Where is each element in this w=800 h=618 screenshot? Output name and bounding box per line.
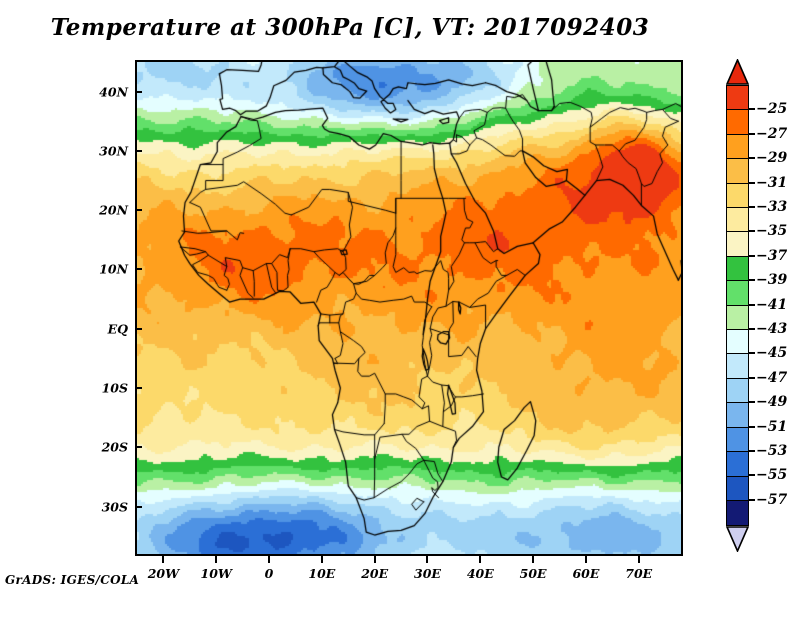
footer-credit: GrADS: IGES/COLA	[5, 573, 140, 587]
colorbar-tick-label: −37	[756, 247, 788, 264]
colorbar-tick-label: −45	[756, 345, 788, 362]
colorbar-tick-label: −55	[756, 467, 788, 484]
x-axis-tick-label: 10W	[200, 566, 232, 581]
x-axis-tick-label: 60E	[572, 566, 600, 581]
y-axis-tick-label: 20S	[101, 439, 128, 455]
colorbar-tick-mark	[749, 425, 755, 428]
colorbar-tick-mark	[749, 181, 755, 184]
x-axis-tick-mark	[426, 556, 429, 563]
x-axis-tick-label: 50E	[519, 566, 547, 581]
colorbar-cap-top	[725, 58, 750, 85]
colorbar-swatch	[726, 133, 749, 160]
colorbar-tick-mark	[749, 328, 755, 330]
colorbar-swatch	[726, 304, 749, 331]
y-axis-tick-mark	[135, 387, 142, 390]
colorbar-tick-mark	[749, 206, 755, 208]
colorbar-swatch	[726, 499, 749, 526]
colorbar-tick-mark	[749, 279, 755, 282]
y-axis-tick-mark	[135, 505, 142, 508]
colorbar-tick-label: −43	[756, 321, 788, 337]
x-axis-tick-mark	[320, 556, 323, 563]
y-axis-tick-mark	[135, 268, 142, 271]
colorbar-tick-label: −39	[756, 272, 788, 289]
colorbar-tick-label: −47	[756, 369, 788, 386]
colorbar-swatch	[726, 85, 749, 111]
x-axis-tick-label: 70E	[625, 566, 653, 581]
colorbar-tick-label: −41	[756, 296, 788, 313]
colorbar-tick-mark	[749, 303, 755, 306]
colorbar-tick-mark	[749, 254, 755, 257]
x-axis-tick-mark	[479, 556, 482, 563]
colorbar-tick-mark	[749, 450, 755, 452]
x-axis-tick-mark	[215, 556, 218, 563]
page-title: Temperature at 300hPa [C], VT: 201709240…	[50, 14, 650, 41]
x-axis-tick-label: 40E	[466, 566, 494, 581]
y-axis-tick-mark	[135, 90, 142, 93]
colorbar-swatch	[726, 207, 749, 234]
y-axis-tick-mark	[135, 149, 142, 152]
x-axis-tick-label: 30E	[414, 566, 441, 581]
colorbar-tick-mark	[749, 108, 755, 111]
y-axis-tick-label: 10S	[101, 380, 128, 396]
x-axis-tick-mark	[637, 556, 640, 563]
colorbar-tick-label: −35	[756, 223, 788, 240]
colorbar-swatch	[726, 353, 749, 380]
temperature-field-canvas	[137, 62, 681, 554]
colorbar-swatch	[726, 182, 749, 209]
colorbar-swatch	[726, 402, 749, 429]
x-axis-tick-label: 20W	[147, 566, 180, 581]
x-axis-tick-mark	[584, 556, 587, 563]
y-axis-tick-label: 30N	[99, 143, 128, 159]
colorbar-swatch	[726, 231, 749, 258]
colorbar-swatch	[726, 280, 749, 307]
y-axis-tick-mark	[135, 327, 142, 330]
colorbar-swatch	[726, 475, 749, 502]
colorbar-tick-label: −25	[756, 101, 788, 118]
colorbar-tick-mark	[749, 352, 755, 355]
colorbar-swatch	[726, 158, 749, 185]
x-axis-tick-mark	[373, 556, 376, 563]
y-axis-tick-mark	[135, 209, 142, 212]
colorbar-swatch	[726, 426, 749, 453]
y-axis-tick-label: 30S	[101, 499, 128, 515]
colorbar-tick-label: −31	[756, 174, 788, 191]
colorbar-tick-mark	[749, 132, 755, 135]
colorbar-tick-label: −29	[756, 150, 788, 167]
colorbar-tick-mark	[749, 230, 755, 233]
y-axis-tick-label: 20N	[99, 202, 128, 218]
colorbar	[726, 85, 749, 526]
colorbar-tick-label: −53	[756, 443, 788, 459]
colorbar-tick-label: −49	[756, 394, 788, 411]
colorbar-tick-mark	[749, 401, 755, 404]
y-axis-tick-mark	[135, 446, 142, 449]
x-axis-tick-mark	[162, 556, 165, 563]
colorbar-tick-label: −57	[756, 491, 788, 508]
colorbar-tick-mark	[749, 474, 755, 477]
map-plot-area	[135, 60, 683, 556]
colorbar-swatch	[726, 451, 749, 478]
colorbar-tick-mark	[749, 376, 755, 379]
x-axis-tick-label: 20E	[361, 566, 389, 581]
x-axis-tick-mark	[532, 556, 535, 563]
colorbar-tick-label: −27	[756, 125, 788, 142]
x-axis-tick-label: 0	[264, 566, 274, 581]
y-axis-tick-label: 40N	[99, 84, 128, 100]
x-axis-tick-label: 10E	[308, 566, 336, 581]
colorbar-tick-mark	[749, 157, 755, 160]
colorbar-tick-mark	[749, 498, 755, 501]
colorbar-tick-label: −51	[756, 418, 788, 435]
colorbar-tick-label: −33	[756, 199, 788, 215]
colorbar-cap-bottom	[725, 525, 750, 553]
colorbar-swatch	[726, 329, 749, 356]
colorbar-swatch	[726, 255, 749, 282]
colorbar-swatch	[726, 109, 749, 136]
y-axis-tick-label: EQ	[107, 321, 128, 337]
y-axis-labels: 40N 30N 20N 10N EQ 10S 20S 30S	[60, 0, 128, 618]
x-axis-tick-mark	[268, 556, 271, 563]
colorbar-swatch	[726, 377, 749, 404]
y-axis-tick-label: 10N	[99, 261, 128, 277]
